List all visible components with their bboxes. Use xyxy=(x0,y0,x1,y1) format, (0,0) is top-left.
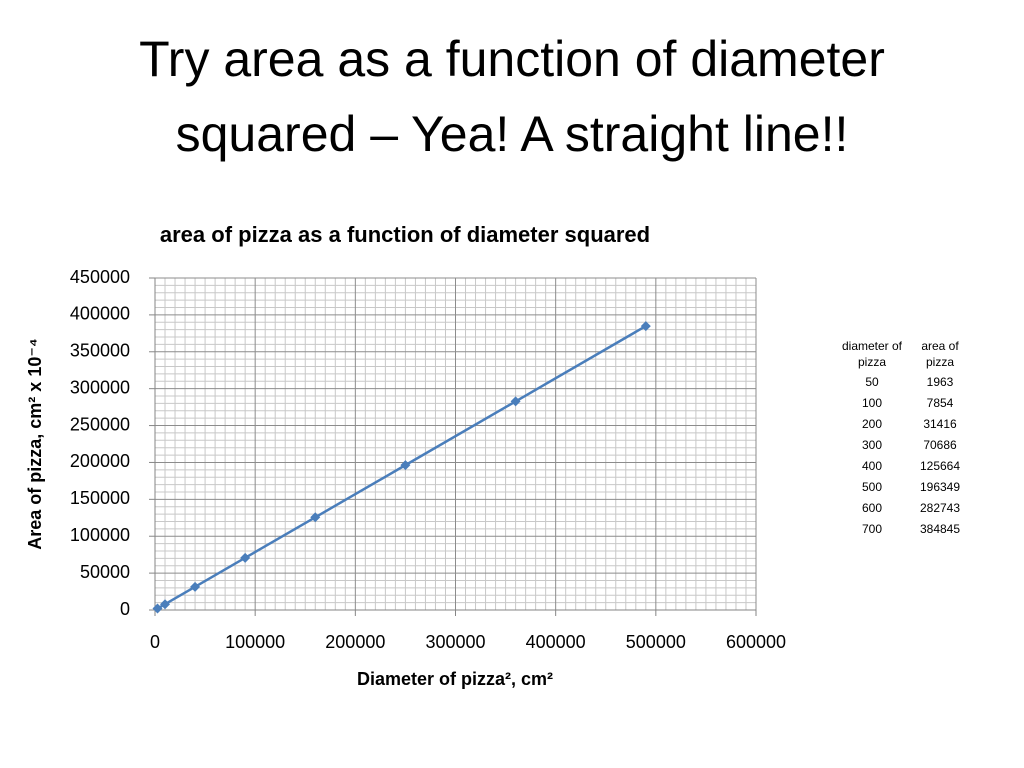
table-row: 200 31416 xyxy=(838,414,974,435)
data-point xyxy=(510,396,521,407)
table-cell: 196349 xyxy=(919,480,961,494)
x-tick-label: 300000 xyxy=(425,632,485,652)
y-tick-label: 50000 xyxy=(80,562,130,582)
table-header: area of pizza xyxy=(921,339,959,369)
y-tick-label: 100000 xyxy=(70,525,130,545)
y-axis-title: Area of pizza, cm² x 10⁻⁴ xyxy=(25,338,45,549)
chart-title: area of pizza as a function of diameter … xyxy=(160,222,650,247)
table-cell: 282743 xyxy=(919,501,961,515)
data-point xyxy=(152,603,163,614)
table-cell: 300 xyxy=(861,438,883,452)
data-point xyxy=(240,552,251,563)
data-point xyxy=(190,581,201,592)
table-cell: 31416 xyxy=(923,417,957,431)
table-cell: 70686 xyxy=(923,438,957,452)
table-row: 700 384845 xyxy=(838,519,974,540)
y-tick-label: 450000 xyxy=(70,267,130,287)
x-tick-label: 100000 xyxy=(225,632,285,652)
data-point xyxy=(310,512,321,523)
y-tick-label: 300000 xyxy=(70,377,130,397)
data-table: diameter of pizza area of pizza 50 1963 100… xyxy=(838,336,974,540)
table-cell: 1963 xyxy=(926,375,954,389)
x-axis-title: Diameter of pizza², cm² xyxy=(357,669,553,689)
table-header: diameter of pizza xyxy=(841,339,903,369)
table-row: 300 70686 xyxy=(838,435,974,456)
y-tick-label: 150000 xyxy=(70,488,130,508)
x-tick-label: 500000 xyxy=(626,632,686,652)
x-tick-label: 0 xyxy=(150,632,160,652)
y-tick-label: 400000 xyxy=(70,304,130,324)
table-cell: 500 xyxy=(861,480,883,494)
table-cell: 125664 xyxy=(919,459,961,473)
x-tick-label: 200000 xyxy=(325,632,385,652)
data-point xyxy=(640,321,651,332)
table-row: 600 282743 xyxy=(838,498,974,519)
y-tick-label: 0 xyxy=(120,599,130,619)
table-cell: 100 xyxy=(861,396,883,410)
slide-title: Try area as a function of diameter xyxy=(139,31,885,87)
x-tick-label: 600000 xyxy=(726,632,786,652)
data-point xyxy=(400,460,411,471)
table-cell: 50 xyxy=(865,375,879,389)
y-tick-label: 350000 xyxy=(70,341,130,361)
table-row: 400 125664 xyxy=(838,456,974,477)
table-cell: 7854 xyxy=(926,396,954,410)
table-row: 500 196349 xyxy=(838,477,974,498)
y-tick-label: 250000 xyxy=(70,414,130,434)
table-cell: 384845 xyxy=(919,522,961,536)
table-cell: 200 xyxy=(861,417,883,431)
table-cell: 600 xyxy=(861,501,883,515)
slide-title: squared – Yea! A straight line!! xyxy=(175,106,849,162)
table-cell: 700 xyxy=(861,522,883,536)
table-row: 100 7854 xyxy=(838,393,974,414)
x-tick-label: 400000 xyxy=(526,632,586,652)
table-row: 50 1963 xyxy=(838,372,974,393)
data-point xyxy=(160,599,171,610)
series-line xyxy=(156,324,647,610)
table-cell: 400 xyxy=(861,459,883,473)
y-tick-label: 200000 xyxy=(70,451,130,471)
